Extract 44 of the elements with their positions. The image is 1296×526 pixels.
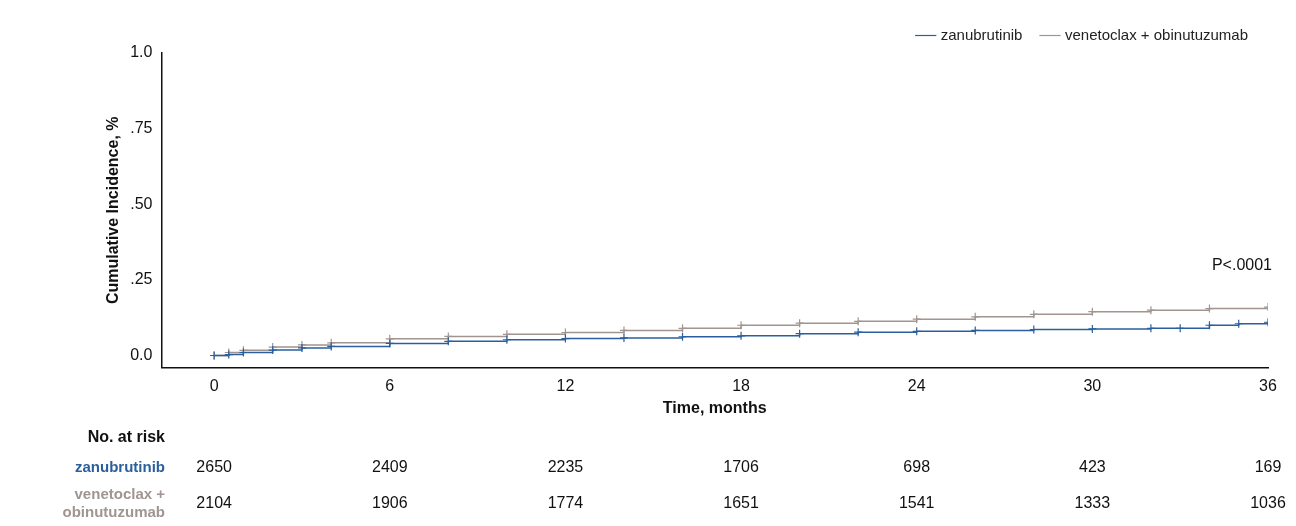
y-tick-label: 0.0 <box>130 345 153 363</box>
text: 2104 <box>196 494 233 512</box>
point <box>795 318 805 328</box>
x-tick-label: 18 <box>732 376 751 394</box>
annotation: P<.0001 <box>1211 255 1273 273</box>
point <box>1146 305 1156 315</box>
y-tick-label: 1.0 <box>130 43 153 61</box>
point <box>736 331 746 341</box>
x-tick-label: 0 <box>209 376 219 394</box>
text: 1333 <box>1074 494 1111 512</box>
x-axis-title: Time, months <box>662 398 767 416</box>
text: No. at risk <box>87 428 166 446</box>
y-tick-label: .75 <box>130 119 153 137</box>
point <box>619 325 629 335</box>
point <box>502 335 512 345</box>
text: 2409 <box>371 458 408 476</box>
x-tick-label: 30 <box>1083 376 1102 394</box>
point <box>502 329 512 339</box>
text: 2235 <box>547 458 584 476</box>
text: 1541 <box>898 494 935 512</box>
text: 169 <box>1254 458 1282 476</box>
legend-label: zanubrutinib <box>940 25 1023 43</box>
text: zanubrutinib <box>75 458 165 476</box>
point <box>1087 324 1097 334</box>
x-tick-label: 36 <box>1259 376 1277 394</box>
text: 1906 <box>371 494 408 512</box>
point <box>1146 323 1156 333</box>
text: 423 <box>1079 458 1106 476</box>
text: 2650 <box>196 458 233 476</box>
point <box>736 320 746 330</box>
y-tick-label: .25 <box>130 270 153 288</box>
text: 1774 <box>547 494 584 512</box>
x-tick-label: 12 <box>556 376 575 394</box>
text: 1651 <box>723 494 759 512</box>
y-axis-title: Cumulative Incidence, % <box>104 116 122 305</box>
text: venetoclax + obinutuzumab <box>62 485 166 521</box>
y-tick-label: .50 <box>130 194 153 212</box>
text: 1036 <box>1250 494 1286 512</box>
x-tick-label: 6 <box>385 376 395 394</box>
point <box>619 333 629 343</box>
text: 1706 <box>723 458 759 476</box>
x-tick-label: 24 <box>907 376 926 394</box>
text: 698 <box>903 458 931 476</box>
legend-label: venetoclax + obinutuzumab <box>1064 25 1249 43</box>
